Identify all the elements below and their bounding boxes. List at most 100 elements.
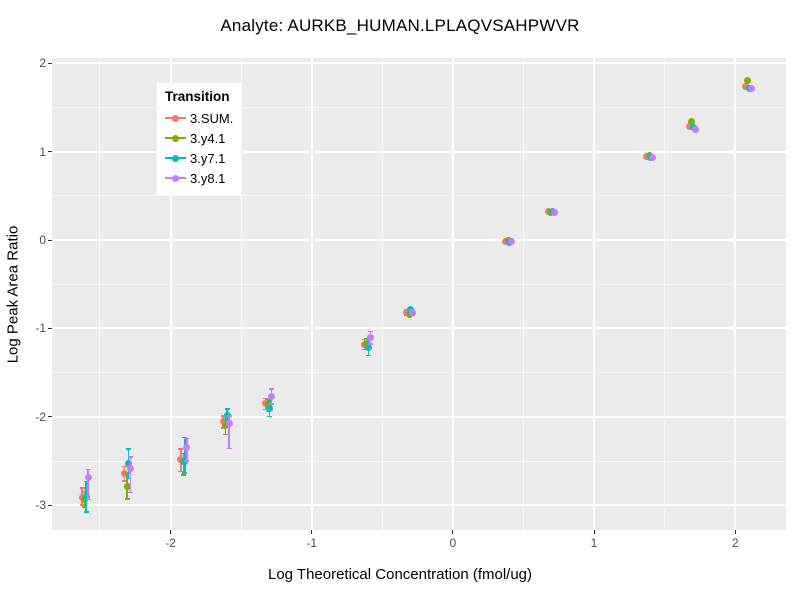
error-bar	[184, 437, 186, 474]
error-bar-cap-bottom	[263, 408, 269, 411]
data-point	[183, 444, 191, 452]
legend-item-label: 3.y8.1	[190, 170, 226, 186]
data-point	[264, 400, 272, 408]
data-point	[685, 122, 693, 130]
x-tick-mark	[170, 530, 172, 534]
y-major-gridline	[52, 239, 786, 242]
error-bar-cap-bottom	[126, 477, 132, 480]
x-minor-gridline	[381, 58, 383, 530]
chart-title: Analyte: AURKB_HUMAN.LPLAQVSAHPWVR	[220, 16, 580, 35]
data-point	[127, 464, 135, 472]
y-minor-gridline	[52, 106, 786, 108]
legend-item: 3.y4.1	[165, 128, 233, 148]
plot-panel: Transition 3.SUM. 3.y4.1 3.y7.1 3.y8.1	[52, 58, 786, 530]
error-bar-cap-top	[367, 330, 373, 333]
legend-key-dot	[172, 154, 179, 162]
error-bar-cap-top	[361, 338, 367, 341]
error-bar-cap-top	[178, 448, 184, 450]
y-tick-mark	[48, 151, 52, 153]
error-bar-cap-top	[83, 480, 89, 483]
x-tick-label: 2	[731, 536, 739, 550]
x-tick-label: -1	[306, 536, 318, 550]
error-bar-cap-top	[82, 490, 88, 493]
data-point	[364, 343, 372, 351]
error-bar-cap-bottom	[124, 498, 130, 500]
error-bar-cap-top	[85, 468, 91, 470]
error-bar-cap-top	[224, 408, 230, 410]
error-bar-cap-top	[124, 472, 130, 474]
error-bar-cap-bottom	[85, 498, 91, 501]
error-bar-cap-bottom	[267, 415, 273, 418]
x-major-gridline	[593, 58, 596, 530]
data-point	[82, 492, 90, 500]
legend-item: 3.y8.1	[165, 168, 233, 188]
legend-key-glyph	[165, 171, 186, 185]
error-bar-cap-top	[126, 448, 132, 450]
data-point	[688, 118, 696, 126]
data-point	[268, 393, 276, 401]
data-point	[222, 422, 230, 430]
x-tick-mark	[734, 530, 736, 534]
data-point	[363, 339, 371, 347]
y-major-gridline	[52, 150, 786, 153]
data-point	[266, 404, 274, 412]
error-bar	[228, 415, 230, 449]
legend-key-glyph	[165, 131, 186, 145]
error-bar-cap-bottom	[122, 480, 128, 482]
data-point	[125, 460, 133, 468]
x-tick-label: 1	[590, 536, 598, 550]
x-major-gridline	[169, 58, 172, 530]
x-axis-label: Log Theoretical Concentration (fmol/ug)	[267, 566, 533, 583]
error-bar-cap-top	[226, 415, 232, 417]
error-bar-cap-bottom	[269, 403, 275, 405]
y-tick-label: -3	[35, 498, 46, 513]
data-point	[366, 333, 374, 341]
x-major-gridline	[734, 58, 737, 530]
x-minor-gridline	[664, 58, 666, 530]
y-minor-gridline	[52, 195, 786, 197]
y-tick-label: -1	[35, 321, 46, 336]
error-bar-cap-top	[263, 397, 269, 400]
x-tick-label: -2	[165, 536, 176, 550]
data-point	[508, 238, 516, 246]
legend-items: 3.SUM. 3.y4.1 3.y7.1 3.y8.1	[165, 108, 233, 188]
error-bar-cap-bottom	[226, 447, 232, 450]
y-tick-mark	[48, 62, 52, 64]
y-tick-mark	[48, 327, 52, 329]
error-bar-cap-top	[79, 487, 85, 489]
data-point	[741, 82, 749, 90]
data-point	[747, 85, 755, 93]
legend-title: Transition	[165, 89, 230, 104]
legend-key-glyph	[165, 111, 186, 125]
error-bar-cap-top	[180, 452, 186, 455]
data-point	[225, 419, 233, 427]
y-major-gridline	[52, 327, 786, 330]
legend-item-label: 3.y4.1	[190, 130, 226, 146]
error-bar-cap-top	[122, 465, 128, 468]
x-minor-gridline	[99, 58, 101, 530]
data-point	[550, 209, 558, 217]
y-tick-label: 1	[39, 144, 46, 159]
y-major-gridline	[52, 415, 786, 418]
error-bar-cap-bottom	[365, 354, 371, 357]
error-bar-cap-bottom	[178, 470, 184, 473]
x-major-gridline	[310, 58, 313, 530]
legend-item: 3.SUM.	[165, 108, 233, 128]
legend-key-dot	[172, 114, 179, 122]
error-bar-cap-bottom	[83, 511, 89, 513]
error-bar-cap-bottom	[180, 474, 186, 476]
legend-item: 3.y7.1	[165, 148, 233, 168]
error-bar-cap-top	[265, 398, 271, 401]
x-tick-mark	[452, 530, 454, 534]
error-bar-cap-bottom	[82, 506, 88, 508]
error-bar-cap-bottom	[128, 491, 134, 494]
y-tick-mark	[48, 416, 52, 418]
legend: Transition 3.SUM. 3.y4.1 3.y7.1 3.y8.1	[157, 83, 241, 195]
data-point	[691, 126, 699, 134]
x-tick-mark	[593, 530, 595, 534]
error-bar-cap-bottom	[79, 504, 85, 506]
x-tick-label: 0	[449, 536, 457, 550]
error-bar-cap-top	[267, 400, 273, 402]
y-tick-label: 2	[39, 56, 46, 71]
